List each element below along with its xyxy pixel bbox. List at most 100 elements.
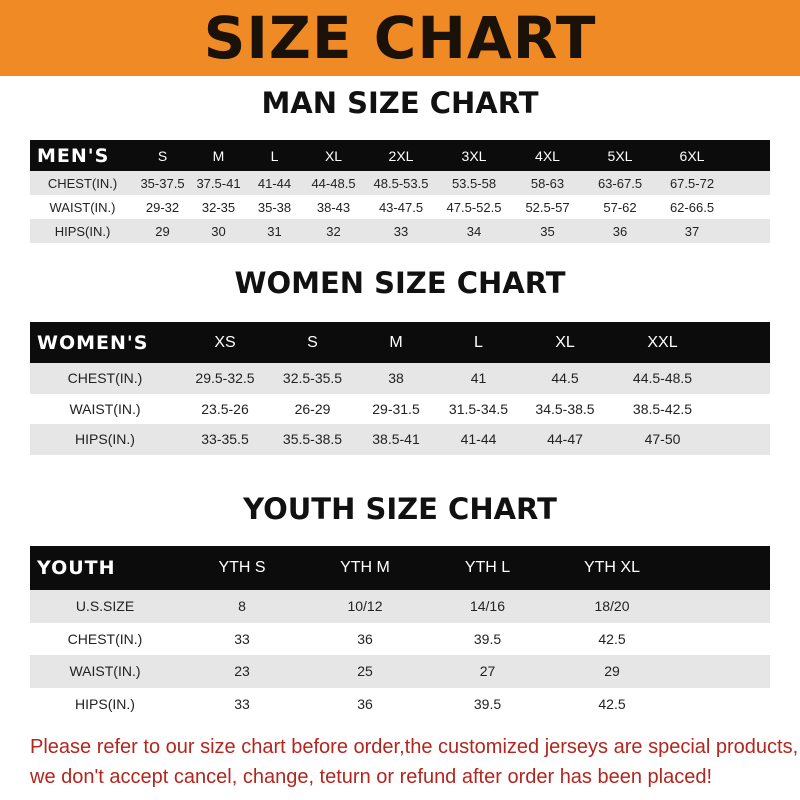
measurement-cell: 32 [326, 223, 341, 239]
measurement-cell: 25 [357, 663, 373, 680]
size-header-cell: M [212, 147, 225, 164]
measurement-cell: 57-62 [603, 199, 637, 215]
measurement-cell: 18/20 [594, 598, 630, 615]
size-header-cell: 5XL [607, 147, 633, 164]
size-header-cell: 6XL [679, 147, 705, 164]
measurement-cell: 67.5-72 [669, 175, 715, 191]
measurement-cell: 44.5-48.5 [632, 370, 693, 387]
measurement-cell: 36 [612, 223, 628, 239]
table-row: CHEST(IN.) 33 36 39.5 42.5 [30, 622, 770, 655]
measurement-cell: 41-44 [257, 175, 292, 191]
size-header-cell: S [157, 147, 168, 164]
measurement-label: WAIST(IN.) [49, 199, 116, 215]
measurement-cell: 34.5-38.5 [535, 400, 595, 417]
measurement-cell: 36 [357, 630, 373, 647]
measurement-label: WAIST(IN.) [69, 400, 141, 417]
size-header-cell: YTH XL [583, 559, 640, 576]
measurement-label: HIPS(IN.) [75, 695, 135, 712]
size-header-cell: 3XL [461, 147, 487, 164]
table-row: HIPS(IN.) 33-35.5 35.5-38.5 38.5-41 41-44 44-… [30, 424, 770, 455]
table-row: CHEST(IN.) 29.5-32.5 32.5-35.5 38 41 44.5 44.5… [30, 363, 770, 394]
table-header-label: WOMEN'S [37, 331, 149, 354]
youth-size-table: YOUTH YTH S YTH M YTH L YTH XL U.S.SIZE 8 10/12… [30, 546, 770, 720]
measurement-cell: 43-47.5 [378, 199, 424, 215]
measurement-label: CHEST(IN.) [67, 370, 143, 387]
measurement-cell: 42.5 [598, 630, 626, 647]
measurement-cell: 32.5-35.5 [282, 370, 343, 387]
size-header-cell: M [389, 333, 403, 351]
measurement-cell: 35.5-38.5 [282, 431, 343, 448]
size-header-cell: XS [214, 333, 236, 351]
measurement-cell: 39.5 [473, 695, 502, 712]
measurement-label: CHEST(IN.) [47, 175, 118, 191]
size-chart-banner: SIZE CHART [0, 0, 800, 76]
measurement-cell: 35-38 [257, 199, 292, 215]
measurement-cell: 33-35.5 [201, 431, 249, 448]
women-section-title: WOMEN SIZE CHART [234, 266, 566, 300]
measurement-label: U.S.SIZE [75, 598, 135, 615]
measurement-label: HIPS(IN.) [54, 223, 111, 239]
measurement-cell: 39.5 [473, 630, 502, 647]
measurement-cell: 26-29 [294, 400, 331, 417]
measurement-cell: 37 [684, 223, 700, 239]
measurement-cell: 31.5-34.5 [448, 400, 509, 417]
table-header-label: YOUTH [37, 557, 116, 579]
measurement-cell: 35-37.5 [140, 175, 185, 191]
measurement-cell: 32-35 [201, 199, 236, 215]
measurement-cell: 35 [540, 223, 555, 239]
order-notice-line-2: we don't accept cancel, change, teturn o… [30, 766, 713, 788]
measurement-cell: 47-50 [644, 431, 681, 448]
measurement-cell: 14/16 [469, 598, 506, 615]
table-row: U.S.SIZE 8 10/12 14/16 18/20 [30, 590, 770, 623]
measurement-cell: 29 [604, 663, 620, 680]
size-header-cell: L [474, 333, 483, 351]
table-row: CHEST(IN.) 35-37.5 37.5-41 41-44 44-48.5 48.5… [30, 171, 770, 195]
measurement-label: CHEST(IN.) [67, 630, 143, 647]
measurement-cell: 29 [155, 223, 170, 239]
measurement-cell: 53.5-58 [451, 175, 497, 191]
measurement-cell: 29-32 [145, 199, 180, 215]
measurement-cell: 44-47 [547, 431, 583, 448]
size-header-cell: L [270, 147, 279, 164]
measurement-cell: 44-48.5 [311, 175, 356, 191]
size-header-cell: 4XL [535, 147, 560, 164]
size-header-cell: YTH L [464, 559, 511, 576]
measurement-cell: 38.5-42.5 [632, 400, 693, 417]
measurement-cell: 34 [466, 223, 482, 239]
size-header-cell: XL [555, 333, 575, 351]
measurement-cell: 47.5-52.5 [446, 199, 502, 215]
measurement-label: WAIST(IN.) [69, 663, 141, 680]
measurement-cell: 31 [267, 223, 282, 239]
women-size-table: WOMEN'S XS S M L XL XXL CHEST(IN.) 29.5-32.5 32.5… [30, 322, 770, 455]
size-header-cell: YTH S [218, 559, 266, 576]
measurement-cell: 62-66.5 [669, 199, 715, 215]
measurement-cell: 48.5-53.5 [373, 175, 429, 191]
measurement-cell: 33 [234, 630, 250, 647]
measurement-cell: 38-43 [316, 199, 351, 215]
measurement-cell: 38.5-41 [372, 431, 420, 448]
size-header-cell: S [307, 333, 318, 351]
measurement-cell: 33 [393, 223, 409, 239]
size-header-cell: XXL [647, 333, 678, 351]
table-header-row: WOMEN'S XS S M L XL XXL [30, 322, 770, 363]
table-row: WAIST(IN.) 29-32 32-35 35-38 38-43 43-47.5 47.… [30, 195, 770, 219]
men-size-table: MEN'S S M L XL 2XL 3XL 4XL 5XL 6XL CHEST(IN.) 35-37… [30, 140, 770, 243]
measurement-cell: 29.5-32.5 [195, 370, 255, 387]
measurement-cell: 10/12 [347, 598, 383, 615]
measurement-cell: 33 [234, 695, 250, 712]
measurement-cell: 29-31.5 [372, 400, 420, 417]
measurement-cell: 38 [388, 370, 404, 387]
measurement-cell: 27 [479, 663, 496, 680]
table-row: WAIST(IN.) 23.5-26 26-29 29-31.5 31.5-34.5 34… [30, 393, 770, 424]
table-row: WAIST(IN.) 23 25 27 29 [30, 655, 770, 688]
measurement-cell: 42.5 [598, 695, 626, 712]
size-header-cell: 2XL [388, 147, 414, 164]
size-header-cell: YTH M [340, 559, 390, 576]
measurement-cell: 58-63 [530, 175, 565, 191]
table-header-row: MEN'S S M L XL 2XL 3XL 4XL 5XL 6XL [30, 140, 770, 171]
measurement-cell: 41 [470, 370, 487, 387]
measurement-cell: 37.5-41 [196, 175, 241, 191]
size-header-cell: XL [324, 147, 343, 164]
table-row: HIPS(IN.) 33 36 39.5 42.5 [30, 687, 770, 720]
banner-title: SIZE CHART [203, 4, 597, 72]
